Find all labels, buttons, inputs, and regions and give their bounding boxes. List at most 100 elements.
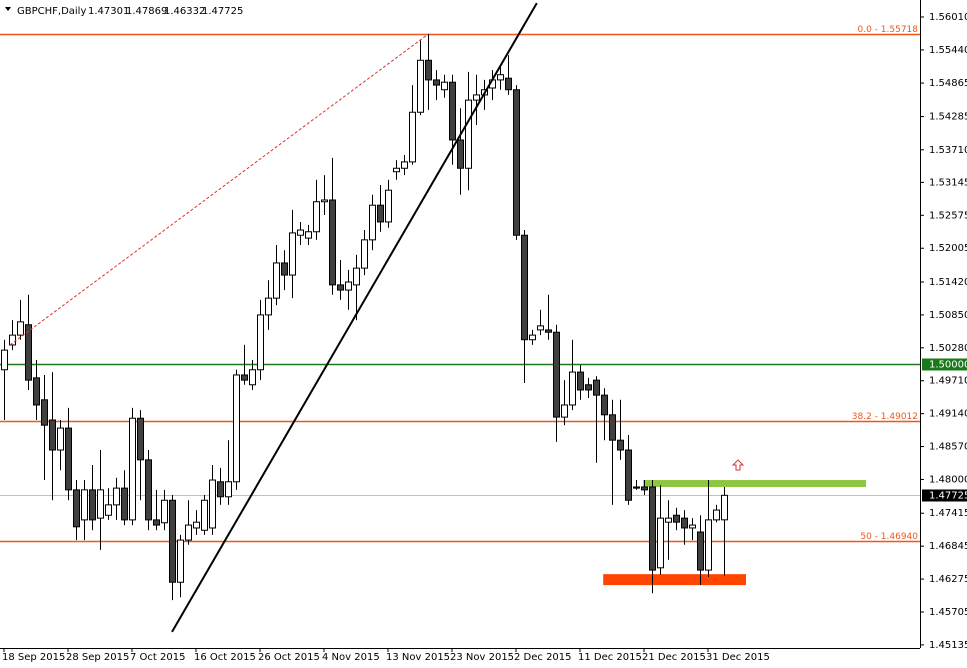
candle-body: [369, 204, 376, 241]
y-tick-label: 1.54285: [929, 112, 967, 123]
y-tick-label: 1.48000: [929, 474, 967, 485]
candle-body: [449, 81, 456, 141]
y-tick-label: 1.50280: [929, 343, 967, 354]
candle-body: [329, 199, 336, 286]
level-box-label: 1.47725: [929, 491, 967, 502]
candle-body: [17, 321, 24, 336]
candle-body: [1, 349, 8, 371]
candle-body: [689, 524, 696, 529]
zone: [643, 480, 866, 487]
candle-body: [585, 384, 592, 391]
candle-body: [537, 325, 544, 331]
candle-body: [233, 374, 240, 483]
candle-body: [721, 494, 728, 521]
candle-body: [137, 417, 144, 461]
y-tick-label: 1.53145: [929, 177, 967, 188]
candle-body: [681, 517, 688, 529]
level-label: 0.0 - 1.55718: [858, 25, 919, 35]
candle-body: [321, 199, 328, 203]
candle-body: [497, 74, 504, 81]
candle-body: [57, 427, 64, 451]
y-tick-label: 1.51420: [929, 277, 967, 288]
x-tick-label: 18 Sep 2015: [2, 652, 65, 663]
header-high: 1.47869: [126, 6, 167, 17]
candle-body: [465, 99, 472, 169]
candle-body: [561, 404, 568, 418]
candle-body: [625, 449, 632, 501]
zone: [603, 574, 746, 586]
candle-body: [401, 161, 408, 169]
candle-body: [265, 297, 272, 316]
candle-body: [393, 167, 400, 173]
level-box: [922, 358, 967, 371]
candle-body: [185, 524, 192, 541]
candle-body: [593, 379, 600, 396]
candle-body: [361, 239, 368, 269]
y-tick-label: 1.56010: [929, 12, 967, 23]
x-tick-label: 4 Nov 2015: [322, 652, 380, 663]
candle-body: [145, 459, 152, 521]
y-tick-label: 1.49140: [929, 409, 967, 420]
candle-body: [225, 481, 232, 498]
candle-body: [105, 504, 112, 516]
candle-body: [417, 59, 424, 113]
candle-body: [41, 399, 48, 426]
candle-body: [601, 394, 608, 416]
candle-body: [129, 417, 136, 521]
y-tick-label: 1.50850: [929, 310, 967, 321]
menu-triangle: [5, 7, 11, 11]
candle-body: [505, 77, 512, 91]
x-tick-label: 28 Sep 2015: [66, 652, 129, 663]
arrow: [731, 459, 745, 471]
candle-body: [169, 499, 176, 583]
candle-body: [569, 371, 576, 406]
candle-body: [201, 499, 208, 531]
candle-body: [217, 481, 224, 498]
x-tick-label: 16 Oct 2015: [194, 652, 256, 663]
header-open: 1.47301: [88, 6, 129, 17]
candle-body: [161, 499, 168, 524]
candle-body: [289, 232, 296, 276]
candle-body: [385, 189, 392, 223]
y-tick-label: 1.47415: [929, 508, 967, 519]
y-tick-label: 1.55440: [929, 45, 967, 56]
candle-body: [705, 519, 712, 571]
y-tick-label: 1.54865: [929, 78, 967, 89]
candle-body: [81, 489, 88, 521]
candle-body: [305, 231, 312, 239]
candle-body: [25, 324, 32, 381]
candle-body: [641, 486, 648, 491]
y-tick-label: 1.45135: [929, 640, 967, 651]
candle-body: [193, 521, 200, 529]
candle-body: [153, 519, 160, 526]
candle-body: [281, 262, 288, 276]
candle-body: [337, 284, 344, 291]
candle-body: [313, 201, 320, 233]
x-tick-label: 13 Nov 2015: [386, 652, 450, 663]
candle-body: [577, 371, 584, 391]
level-label: 50 - 1.46940: [860, 532, 918, 542]
y-tick-label: 1.52005: [929, 243, 967, 254]
y-tick-label: 1.52575: [929, 210, 967, 221]
x-tick-label: 7 Oct 2015: [130, 652, 185, 663]
candle-body: [65, 427, 72, 491]
candle-body: [657, 517, 664, 569]
candle-body: [633, 486, 640, 489]
candle-body: [609, 414, 616, 441]
candle-body: [9, 334, 16, 346]
candle-body: [441, 81, 448, 91]
y-tick-label: 1.46845: [929, 541, 967, 552]
level-box: [922, 489, 967, 502]
candle-body: [353, 267, 360, 286]
candle-body: [457, 139, 464, 169]
candle-body: [209, 479, 216, 529]
candle-body: [713, 509, 720, 521]
candle-body: [249, 369, 256, 386]
x-tick-label: 21 Dec 2015: [642, 652, 706, 663]
candle-body: [241, 374, 248, 381]
candle-body: [89, 489, 96, 521]
candle-body: [697, 531, 704, 571]
